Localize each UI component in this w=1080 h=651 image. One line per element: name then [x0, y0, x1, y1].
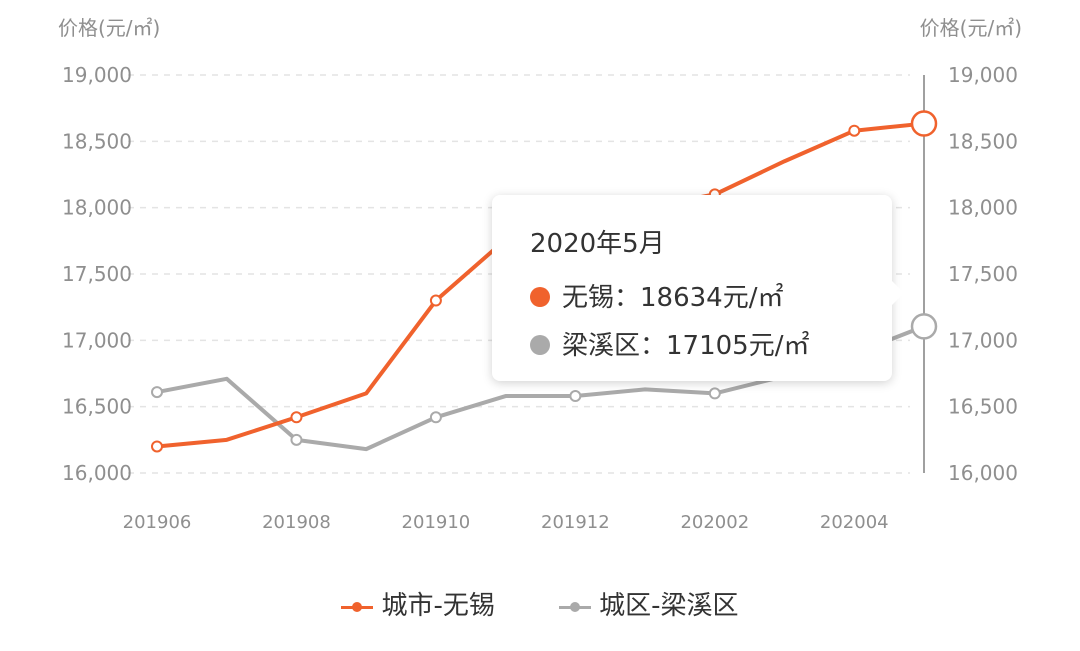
tooltip-row-label: 无锡：18634元/㎡ — [562, 283, 784, 313]
tooltip-dot-icon — [530, 334, 550, 355]
y-tick-label-left: 17,000 — [62, 328, 132, 352]
x-tick-label: 201912 — [541, 512, 610, 533]
x-tick-label: 202002 — [680, 512, 749, 533]
legend-label: 城区-梁溪区 — [599, 591, 739, 621]
data-point — [848, 124, 861, 137]
highlight-point — [910, 313, 938, 340]
highlight-point — [910, 110, 938, 137]
y-axis-left: 16,000 16,500 17,000 17,500 18,000 18,500 19,0… — [62, 63, 132, 485]
y-tick-label-right: 18,000 — [948, 196, 1018, 220]
data-point — [429, 294, 442, 307]
legend-label: 城市-无锡 — [381, 591, 495, 621]
y-tick-label-right: 17,500 — [948, 262, 1018, 286]
y-axis-right-title: 价格(元/㎡) — [919, 16, 1022, 40]
legend-line-icon — [341, 601, 374, 613]
y-axis-left-title: 价格(元/㎡) — [58, 16, 161, 40]
data-point — [569, 390, 582, 403]
x-axis: 201906 201908 201910 201912 202002 202004 — [123, 512, 889, 533]
y-tick-label-left: 16,500 — [62, 395, 132, 419]
legend-item-wuxi[interactable]: 城市-无锡 — [341, 585, 495, 622]
y-tick-label-right: 18,500 — [948, 129, 1018, 153]
y-tick-label-right: 16,000 — [948, 461, 1018, 485]
y-tick-label-left: 18,000 — [62, 196, 132, 220]
data-point — [290, 411, 303, 424]
y-tick-label-right: 17,000 — [948, 328, 1018, 352]
legend-line-icon — [559, 601, 592, 613]
data-point — [290, 433, 303, 446]
data-point — [151, 386, 163, 399]
y-tick-label-left: 16,000 — [62, 461, 132, 485]
tooltip: 2020年5月 无锡：18634元/㎡ 梁溪区：17105元/㎡ — [492, 195, 904, 381]
y-tick-label-left: 19,000 — [62, 63, 132, 87]
tooltip-dot-icon — [530, 286, 550, 307]
tooltip-row-liangxi: 梁溪区：17105元/㎡ — [530, 325, 809, 362]
x-tick-label: 201908 — [262, 512, 331, 533]
data-point — [708, 387, 721, 400]
y-tick-label-left: 18,500 — [62, 129, 132, 153]
x-tick-label: 201906 — [123, 512, 192, 533]
legend-item-liangxi[interactable]: 城区-梁溪区 — [559, 585, 739, 622]
tooltip-row-wuxi: 无锡：18634元/㎡ — [530, 277, 783, 314]
data-point — [429, 411, 442, 424]
tooltip-title: 2020年5月 — [530, 229, 665, 259]
x-tick-label: 202004 — [820, 512, 889, 533]
legend: 城市-无锡 城区-梁溪区 — [0, 585, 1080, 622]
y-axis-right: 16,000 16,500 17,000 17,500 18,000 18,500 19,0… — [948, 63, 1018, 485]
tooltip-row-label: 梁溪区：17105元/㎡ — [562, 331, 810, 361]
y-tick-label-right: 16,500 — [948, 395, 1018, 419]
y-tick-label-left: 17,500 — [62, 262, 132, 286]
y-tick-label-right: 19,000 — [948, 63, 1018, 87]
x-tick-label: 201910 — [402, 512, 471, 533]
data-point — [151, 440, 163, 453]
